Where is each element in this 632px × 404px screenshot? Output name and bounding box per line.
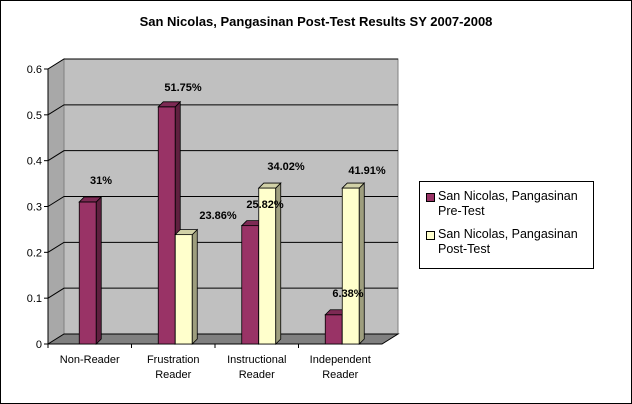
gridline — [47, 196, 398, 207]
data-label: 34.02% — [267, 161, 305, 173]
gridline — [47, 287, 398, 299]
y-tick-label: 0 — [36, 339, 42, 351]
bar-top — [341, 182, 366, 189]
y-tick-label: 0.6 — [27, 64, 42, 76]
data-label: 6.38% — [332, 288, 363, 300]
data-label: 25.82% — [246, 199, 284, 211]
data-label: 23.86% — [199, 210, 237, 222]
data-label: 41.91% — [348, 165, 386, 177]
bar-top — [157, 101, 182, 108]
x-tick-label: Reader — [239, 369, 275, 381]
gridline — [47, 58, 398, 70]
legend-label-pre-test: San Nicolas, Pangasinan Pre-Test — [438, 189, 578, 218]
gridline — [47, 241, 398, 253]
bar — [324, 314, 343, 345]
y-tick-label: 0.1 — [27, 293, 42, 305]
bar-side — [191, 228, 198, 345]
y-tick-label: 0.2 — [27, 247, 42, 259]
bar-top — [257, 182, 282, 189]
bar — [157, 106, 176, 345]
y-tick-label: 0.5 — [27, 110, 42, 122]
plot-area: 0 0.1 0.2 0.3 0.4 0.5 0.6 Non-Reader Frustration… — [27, 58, 400, 381]
x-tick-label: Reader — [155, 369, 191, 381]
legend-swatch-pre-test — [426, 193, 435, 202]
bar-top — [174, 229, 199, 236]
bar — [241, 225, 260, 345]
legend-swatch-post-test — [426, 231, 435, 240]
data-label: 31% — [90, 175, 112, 187]
legend: San Nicolas, Pangasinan Pre-Test San Nic… — [419, 181, 594, 269]
legend-label-post-test: San Nicolas, Pangasinan Post-Test — [438, 227, 578, 256]
x-tick-label: Instructional — [227, 354, 286, 366]
x-tick-label: Reader — [322, 369, 358, 381]
bar — [258, 187, 277, 345]
bar-top — [78, 196, 103, 203]
y-tick-label: 0.3 — [27, 202, 42, 214]
gridline — [47, 150, 398, 162]
bar — [78, 201, 97, 345]
x-tick-label: Frustration — [147, 354, 200, 366]
bar — [341, 187, 360, 345]
x-tick-label: Independent — [310, 354, 371, 366]
bar-side — [358, 182, 365, 345]
y-tick-label: 0.4 — [27, 156, 42, 168]
bar — [174, 234, 193, 345]
data-label: 51.75% — [164, 82, 202, 94]
gridline — [47, 104, 398, 116]
chart-title: San Nicolas, Pangasinan Post-Test Result… — [140, 14, 493, 29]
bar-side — [95, 195, 102, 345]
x-tick-label: Non-Reader — [60, 354, 120, 366]
